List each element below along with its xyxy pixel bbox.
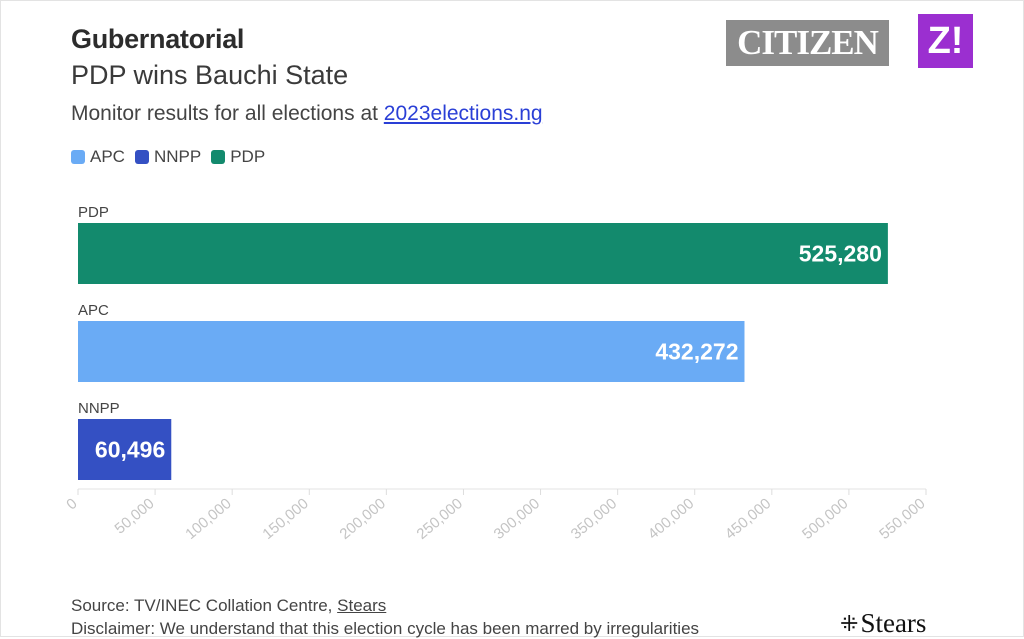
category-label-apc: APC <box>78 302 109 319</box>
x-tick-label: 100,000 <box>182 495 234 543</box>
legend-swatch-pdp <box>211 150 226 164</box>
legend-item-apc[interactable]: APC <box>71 147 125 167</box>
value-label-nnpp: 60,496 <box>95 437 165 463</box>
x-tick-label: 400,000 <box>645 495 697 543</box>
x-tick-label: 550,000 <box>876 495 928 543</box>
x-tick-label: 250,000 <box>414 495 466 543</box>
elections-link[interactable]: 2023elections.ng <box>383 102 543 125</box>
legend-item-nnpp[interactable]: NNPP <box>134 147 202 167</box>
x-tick-label: 500,000 <box>799 495 851 543</box>
bar-apc[interactable] <box>78 321 745 382</box>
legend-item-pdp[interactable]: PDP <box>211 147 265 167</box>
bar-chart: PDP 525,280 APC 432,272 NNPP 60,496 0 50,000 100… <box>63 204 928 543</box>
legend: APC NNPP PDP <box>71 147 275 167</box>
bar-pdp[interactable] <box>78 223 888 284</box>
x-tick-label: 300,000 <box>491 495 543 543</box>
x-tick-label: 350,000 <box>568 495 620 543</box>
legend-label-apc: APC <box>90 147 125 166</box>
stears-mark-icon: ⁜ <box>840 610 859 636</box>
x-tick-label: 50,000 <box>112 495 158 538</box>
legend-swatch-apc <box>71 150 85 164</box>
value-label-pdp: 525,280 <box>799 241 882 267</box>
monitor-line: Monitor results for all elections at 202… <box>71 102 543 126</box>
source-text: Source: TV/INEC Collation Centre, <box>71 596 338 615</box>
category-label-pdp: PDP <box>78 204 109 221</box>
category-label-nnpp: NNPP <box>78 400 120 417</box>
x-tick-label: 0 <box>63 495 80 513</box>
x-tick-label: 450,000 <box>722 495 774 543</box>
legend-label-nnpp: NNPP <box>153 147 202 166</box>
monitor-text: Monitor results for all elections at <box>71 102 384 125</box>
value-label-apc: 432,272 <box>655 339 738 365</box>
legend-swatch-nnpp <box>134 150 149 164</box>
x-tick-label: 200,000 <box>336 495 388 543</box>
zikoko-logo: Z! <box>918 14 973 68</box>
source-line: Source: TV/INEC Collation Centre, Stears <box>71 596 386 616</box>
source-link[interactable]: Stears <box>337 596 387 615</box>
chart-title: Gubernatorial <box>71 24 245 54</box>
bar-nnpp[interactable] <box>78 419 172 480</box>
stears-logo: ⁜ Stears <box>840 608 926 639</box>
disclaimer-text: Disclaimer: We understand that this elec… <box>71 619 700 638</box>
legend-label-pdp: PDP <box>230 147 266 166</box>
citizen-logo: CITIZEN <box>726 20 889 66</box>
stears-logo-text: Stears <box>860 608 927 638</box>
x-tick-label: 150,000 <box>259 495 311 543</box>
chart-subtitle: PDP wins Bauchi State <box>71 60 349 90</box>
